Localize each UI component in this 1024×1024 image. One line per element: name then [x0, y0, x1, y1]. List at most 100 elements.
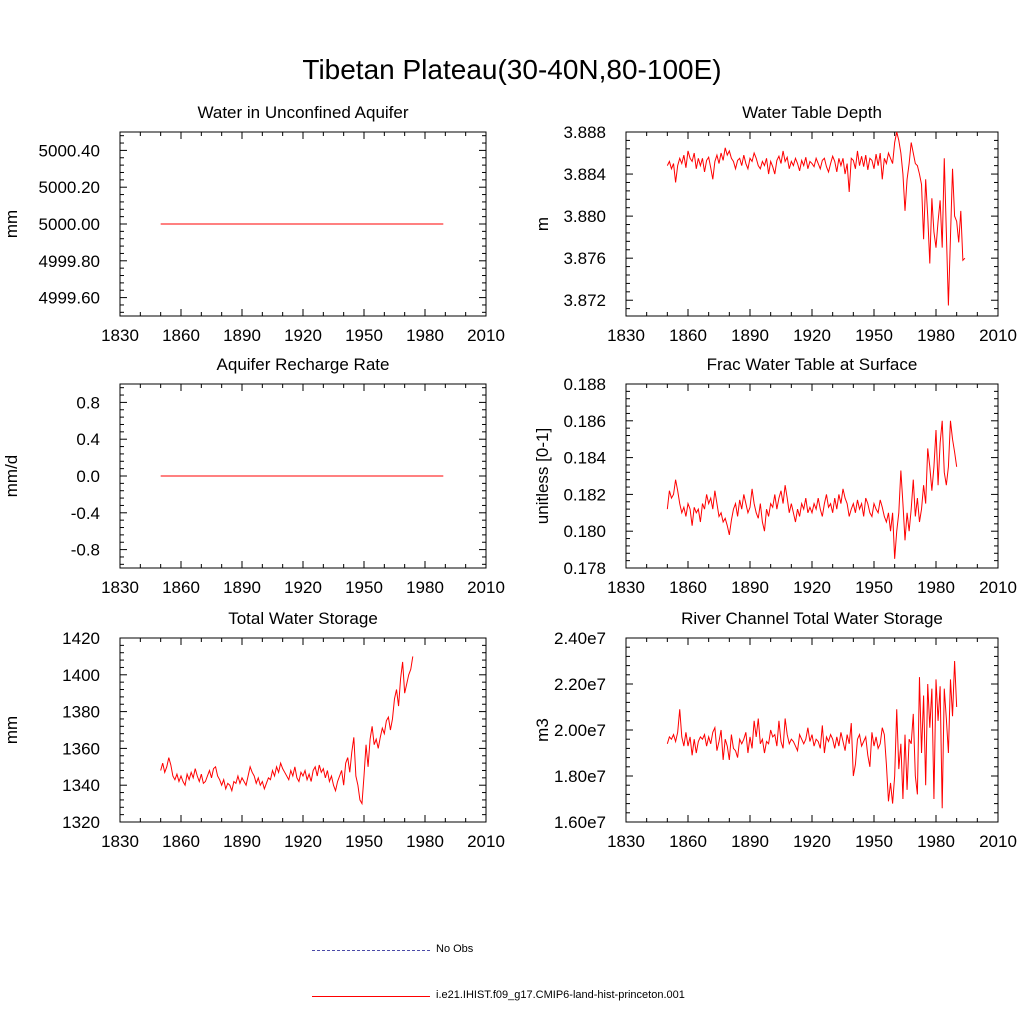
x-tick-label: 1860 [162, 326, 200, 345]
x-tick-label: 1860 [669, 578, 707, 597]
y-tick-label: 3.880 [563, 207, 606, 226]
x-tick-label: 1980 [917, 578, 955, 597]
y-axis-label: mm [2, 210, 21, 238]
y-tick-label: -0.8 [71, 541, 100, 560]
x-tick-label: 2010 [467, 578, 505, 597]
y-tick-label: 5000.40 [39, 141, 100, 160]
y-tick-label: 0.4 [76, 430, 100, 449]
y-tick-label: 1400 [62, 666, 100, 685]
x-tick-label: 1980 [917, 326, 955, 345]
chart-panel-3: 1830 1860 1890 1920 1950 1980 2010 -0.8 -0.4 0.0 0… [2, 355, 505, 597]
panel-title: Total Water Storage [228, 609, 378, 628]
x-tick-label: 1980 [406, 326, 444, 345]
x-tick-label: 2010 [467, 832, 505, 851]
y-tick-label: 1380 [62, 703, 100, 722]
y-tick-label: 1420 [62, 629, 100, 648]
x-tick-label: 2010 [979, 832, 1017, 851]
legend-solid-line [312, 996, 430, 997]
x-tick-label: 1950 [855, 832, 893, 851]
x-tick-label: 1950 [345, 832, 383, 851]
y-tick-label: 0.184 [563, 449, 606, 468]
x-tick-label: 2010 [979, 578, 1017, 597]
y-tick-label: 3.872 [563, 291, 606, 310]
series-line [666, 660, 958, 809]
plot-frame [625, 131, 999, 317]
x-tick-label: 1950 [345, 578, 383, 597]
page-title: Tibetan Plateau(30-40N,80-100E) [302, 54, 722, 85]
y-tick-label: 4999.60 [39, 289, 100, 308]
chart-panel-6: 1830 1860 1890 1920 1950 1980 2010 1.60e7 1.80e7… [533, 609, 1017, 851]
panel-title: River Channel Total Water Storage [681, 609, 943, 628]
x-tick-label: 1890 [223, 578, 261, 597]
y-tick-label: 5000.20 [39, 178, 100, 197]
x-tick-label: 1860 [162, 832, 200, 851]
y-tick-label: 1360 [62, 739, 100, 758]
y-tick-label: -0.4 [71, 504, 100, 523]
y-tick-label: 0.0 [76, 467, 100, 486]
x-tick-label: 1890 [731, 832, 769, 851]
x-tick-label: 1890 [223, 832, 261, 851]
x-tick-label: 1890 [731, 326, 769, 345]
x-tick-label: 1890 [223, 326, 261, 345]
chart-panel-5: 1830 1860 1890 1920 1950 1980 2010 1320 1340 1360… [2, 609, 505, 851]
x-tick-label: 1980 [406, 832, 444, 851]
x-tick-label: 1920 [793, 326, 831, 345]
x-tick-label: 1830 [101, 326, 139, 345]
x-tick-label: 1830 [607, 832, 645, 851]
y-tick-label: 1.60e7 [554, 813, 606, 832]
plot-frame [119, 637, 487, 823]
chart-panel-1: 1830 1860 1890 1920 1950 1980 2010 4999.60 4999.… [2, 103, 505, 345]
x-tick-label: 1830 [607, 578, 645, 597]
y-tick-label: 0.8 [76, 393, 100, 412]
series-line [160, 656, 414, 806]
x-tick-label: 1920 [284, 578, 322, 597]
y-tick-label: 0.188 [563, 375, 606, 394]
y-tick-label: 3.876 [563, 249, 606, 268]
x-tick-label: 1860 [162, 578, 200, 597]
chart-panel-2: 1830 1860 1890 1920 1950 1980 2010 3.872 3.876 3.… [533, 103, 1017, 345]
series-line [666, 131, 966, 306]
chart-panel-4: 1830 1860 1890 1920 1950 1980 2010 0.178 0.180 0.… [533, 355, 1017, 597]
y-axis-label: m3 [533, 718, 552, 742]
y-tick-label: 1340 [62, 776, 100, 795]
y-tick-label: 1.80e7 [554, 767, 606, 786]
x-tick-label: 1950 [855, 578, 893, 597]
legend-label-model: i.e21.IHIST.f09_g17.CMIP6-land-hist-prin… [436, 989, 685, 1001]
x-tick-label: 1950 [855, 326, 893, 345]
y-axis-label: m [533, 217, 552, 231]
y-tick-label: 0.182 [563, 485, 606, 504]
legend-dashed-line [312, 950, 430, 951]
y-tick-label: 5000.00 [39, 215, 100, 234]
x-tick-label: 1950 [345, 326, 383, 345]
x-tick-label: 2010 [979, 326, 1017, 345]
x-tick-label: 1830 [101, 832, 139, 851]
series-line [666, 420, 958, 559]
y-tick-label: 2.00e7 [554, 721, 606, 740]
x-tick-label: 1920 [284, 326, 322, 345]
y-tick-label: 2.40e7 [554, 629, 606, 648]
x-tick-label: 1890 [731, 578, 769, 597]
y-axis-label: mm/d [2, 455, 21, 498]
x-tick-label: 1860 [669, 326, 707, 345]
y-tick-label: 0.178 [563, 559, 606, 578]
x-tick-label: 1860 [669, 832, 707, 851]
y-axis-label: mm [2, 716, 21, 744]
x-tick-label: 1830 [101, 578, 139, 597]
panel-title: Frac Water Table at Surface [707, 355, 918, 374]
x-tick-label: 1920 [284, 832, 322, 851]
x-tick-label: 1980 [406, 578, 444, 597]
y-tick-label: 3.884 [563, 165, 606, 184]
y-tick-label: 2.20e7 [554, 675, 606, 694]
panel-title: Aquifer Recharge Rate [217, 355, 390, 374]
x-tick-label: 1920 [793, 578, 831, 597]
legend-label-obs: No Obs [436, 943, 474, 955]
plot-frame [625, 383, 999, 569]
y-tick-label: 3.888 [563, 123, 606, 142]
x-tick-label: 1830 [607, 326, 645, 345]
y-tick-label: 0.180 [563, 522, 606, 541]
panel-title: Water Table Depth [742, 103, 882, 122]
y-tick-label: 0.186 [563, 412, 606, 431]
x-tick-label: 1980 [917, 832, 955, 851]
